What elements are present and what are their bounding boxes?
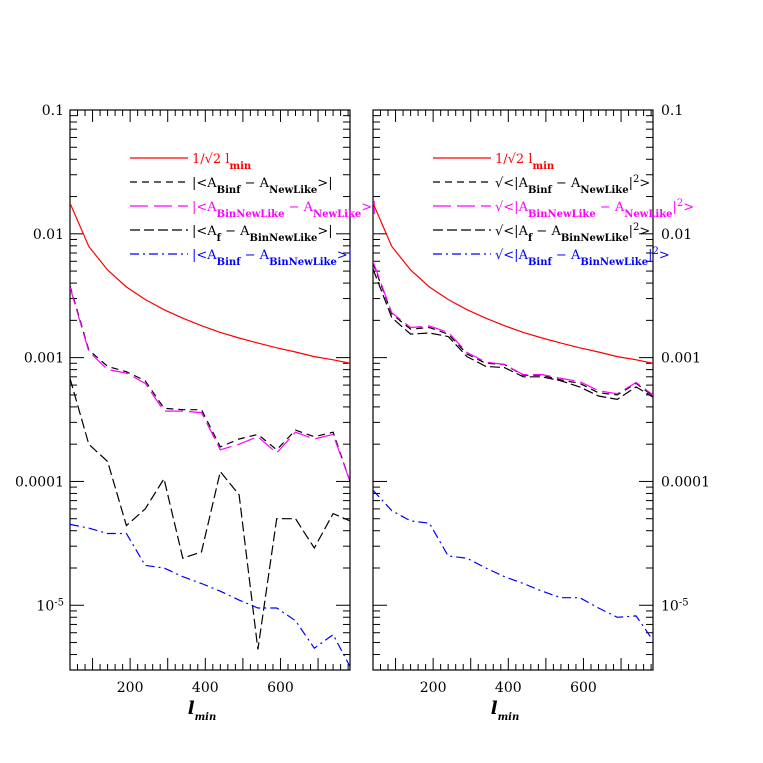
series-line-2 xyxy=(373,261,653,396)
y-tick-label: 0.1 xyxy=(42,103,64,119)
series-line-3 xyxy=(70,378,350,650)
y-tick-label: 10-5 xyxy=(36,597,64,615)
x-tick-label: 200 xyxy=(420,680,447,696)
panel-right: 200 400 600 0.1 0.01 0.001 0.0001 10-5 lmin 1/√2 … xyxy=(372,103,710,723)
y-tick-label: 0.001 xyxy=(24,351,64,367)
legend-label-1: √<|ABinf − ANewLike|2> xyxy=(495,174,650,196)
y-tick-label: 10-5 xyxy=(661,597,689,615)
x-tick-label: 400 xyxy=(495,680,522,696)
legend-label-0: 1/√2 lmin xyxy=(495,152,555,172)
x-tick-label: 200 xyxy=(117,680,144,696)
series-line-4 xyxy=(70,523,350,667)
legend-label-2: √<|ABinNewLike − ANewLike|2> xyxy=(495,198,694,220)
series-line-4 xyxy=(373,489,653,641)
y-tick-label: 0.01 xyxy=(661,227,692,243)
legend-label-3: √<|Af − ABinNewLike|2> xyxy=(495,222,650,244)
y-tick-label: 0.0001 xyxy=(15,474,64,490)
x-axis-label: lmin xyxy=(491,698,520,723)
plot-frame xyxy=(372,109,654,671)
y-tick-label: 0.0001 xyxy=(661,474,710,490)
series-line-1 xyxy=(373,262,653,397)
series-line-1 xyxy=(70,285,350,482)
legend-label-1: |<ABinf − ANewLike>| xyxy=(192,176,333,196)
panel-left: 200 400 600 0.1 0.01 0.001 0.0001 10-5 lmin 1/√2 … xyxy=(15,103,377,723)
x-tick-label: 400 xyxy=(192,680,219,696)
series-line-2 xyxy=(70,287,350,482)
legend-label-0: 1/√2 lmin xyxy=(192,152,252,172)
legend-label-4: |<ABinf − ABinNewLike>| xyxy=(192,248,352,268)
legend-label-4: √<|ABinf − ABinNewLike|2> xyxy=(495,246,670,268)
x-tick-label: 600 xyxy=(570,680,597,696)
x-axis-label: lmin xyxy=(188,698,217,723)
plot-frame xyxy=(69,109,351,671)
y-tick-label: 0.1 xyxy=(661,103,683,119)
x-tick-label: 600 xyxy=(267,680,294,696)
series-line-0 xyxy=(70,202,350,364)
series-line-3 xyxy=(373,268,653,401)
series-line-0 xyxy=(373,202,653,364)
y-tick-label: 0.001 xyxy=(661,351,701,367)
legend-label-2: |<ABinNewLike − ANewLike>| xyxy=(192,200,377,220)
y-tick-label: 0.01 xyxy=(33,227,64,243)
legend-label-3: |<Af − ABinNewLike>| xyxy=(192,224,333,244)
